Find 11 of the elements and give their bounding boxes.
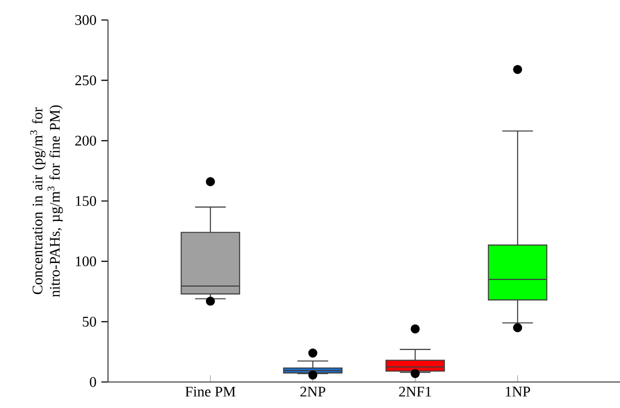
y-tick-label: 150 [76, 196, 96, 206]
y-tick-label: 300 [75, 15, 96, 25]
x-tick-label: 2NP [300, 386, 326, 396]
y-tick-label: 200 [75, 136, 96, 146]
x-tick-label: Fine PM [185, 386, 236, 397]
y-tick-label: 250 [75, 75, 96, 86]
x-tick-label: 2NF1 [399, 386, 432, 396]
x-tick-label: 1NP [506, 386, 530, 396]
y-tick-label: 0 [90, 377, 96, 387]
y-tick-label: 50 [82, 316, 96, 327]
y-tick-label: 100 [76, 256, 96, 266]
